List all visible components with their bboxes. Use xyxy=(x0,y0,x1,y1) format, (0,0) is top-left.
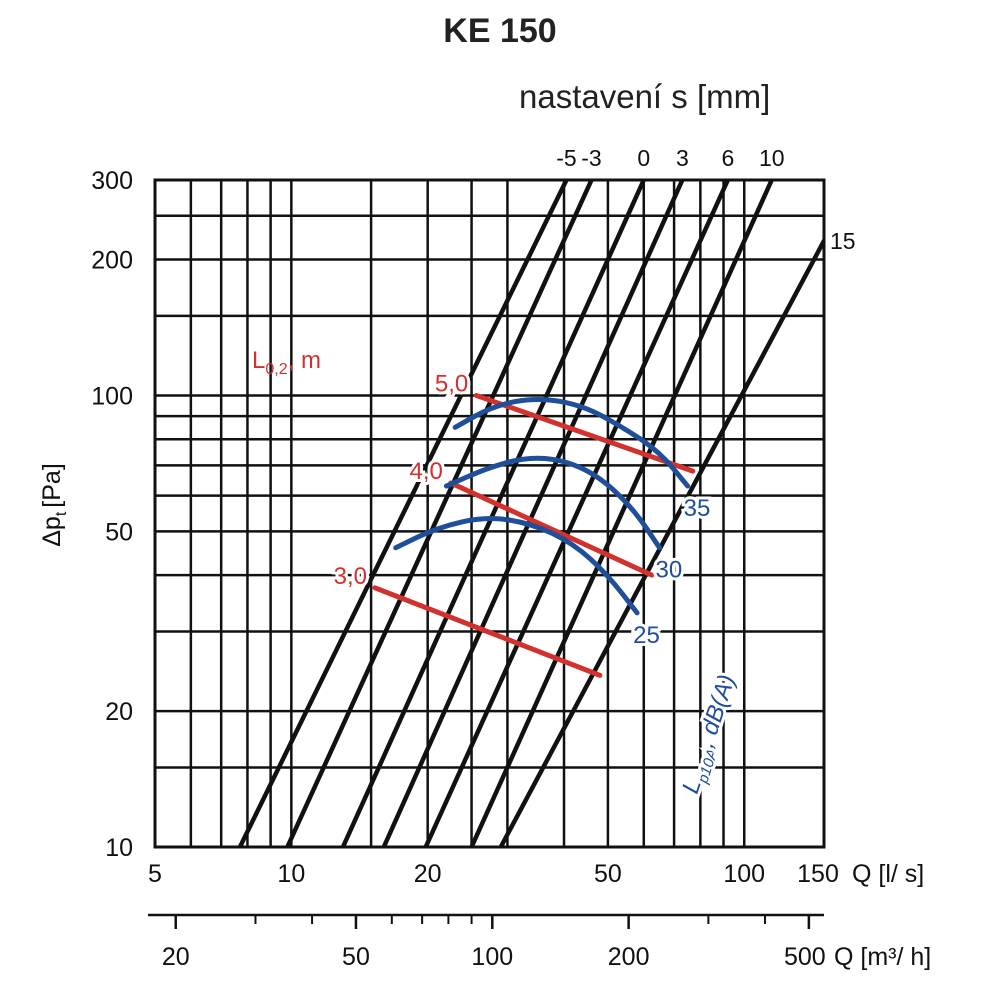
x-tick-label: 150 xyxy=(797,860,839,888)
x-tick-label: 5 xyxy=(148,860,162,888)
x2-tick-label: 20 xyxy=(162,943,190,971)
noise-curve xyxy=(443,455,663,551)
setting-line xyxy=(498,238,824,847)
setting-top-label: 10 xyxy=(759,145,785,171)
x2-tick-label: 500 xyxy=(784,943,826,971)
throw-line-label: 4,0 xyxy=(409,458,442,485)
x2-tick-label: 100 xyxy=(471,943,513,971)
setting-line xyxy=(237,180,569,847)
setting-top-label: 6 xyxy=(721,145,734,171)
throw-line-label: 5,0 xyxy=(435,370,468,397)
noise-legend-group: Lp10A, dB(A) xyxy=(674,668,745,799)
noise-curve xyxy=(452,396,691,489)
throw-legend-label: L0,2, m xyxy=(252,347,321,378)
setting-line xyxy=(469,180,774,847)
y-axis-label: Δpt [Pa] xyxy=(38,463,70,547)
x-tick-label: 50 xyxy=(594,860,622,888)
throw-legend-unit: , m xyxy=(288,347,321,374)
y-tick-label: 300 xyxy=(91,167,133,195)
y-axis-label-unit: [Pa] xyxy=(38,463,66,507)
noise-legend-label: Lp10A, dB(A) xyxy=(677,671,745,798)
y-axis-label-sub: t xyxy=(53,511,70,516)
setting-top-label: -5 xyxy=(556,145,576,171)
x2-tick-label: 50 xyxy=(342,943,370,971)
throw-line xyxy=(473,392,696,474)
x-tick-label: 100 xyxy=(723,860,765,888)
setting-line xyxy=(381,180,685,847)
throw-line xyxy=(372,585,603,678)
noise-curve-label: 35 xyxy=(684,495,711,522)
y-tick-label: 20 xyxy=(105,698,133,726)
noise-curve-label: 25 xyxy=(633,622,660,649)
y-axis-label-main: Δp xyxy=(38,516,66,547)
x2-tick-label: 200 xyxy=(608,943,650,971)
throw-line xyxy=(448,480,655,578)
y-tick-label: 50 xyxy=(105,518,133,546)
setting-line xyxy=(423,180,731,847)
x-tick-label: 10 xyxy=(277,860,305,888)
throw-legend-main: L xyxy=(252,347,265,374)
throw-line-label: 3,0 xyxy=(334,563,367,590)
setting-top-label: 3 xyxy=(676,145,689,171)
throw-legend-sub: 0,2 xyxy=(265,361,287,378)
y-tick-label: 100 xyxy=(91,382,133,410)
noise-curve-label: 30 xyxy=(656,557,683,584)
x-tick-label: 20 xyxy=(414,860,442,888)
setting-axis-label: nastavení s [mm] xyxy=(519,78,771,115)
y-tick-label: 10 xyxy=(105,834,133,862)
setting-line xyxy=(285,180,594,847)
y-tick-label: 200 xyxy=(91,247,133,275)
setting-right-label: 15 xyxy=(830,228,856,254)
x2-axis-label: Q [m³/ h] xyxy=(834,943,931,971)
x-axis-label: Q [l/ s] xyxy=(852,860,924,888)
noise-curve xyxy=(393,516,640,616)
y-axis-label-group: Δpt [Pa] xyxy=(38,463,70,547)
setting-line xyxy=(340,180,647,847)
setting-top-label: 0 xyxy=(637,145,650,171)
chart-title: KE 150 xyxy=(443,12,557,50)
setting-lines-group xyxy=(237,180,824,847)
setting-top-label: -3 xyxy=(581,145,601,171)
plot-frame xyxy=(153,178,826,849)
